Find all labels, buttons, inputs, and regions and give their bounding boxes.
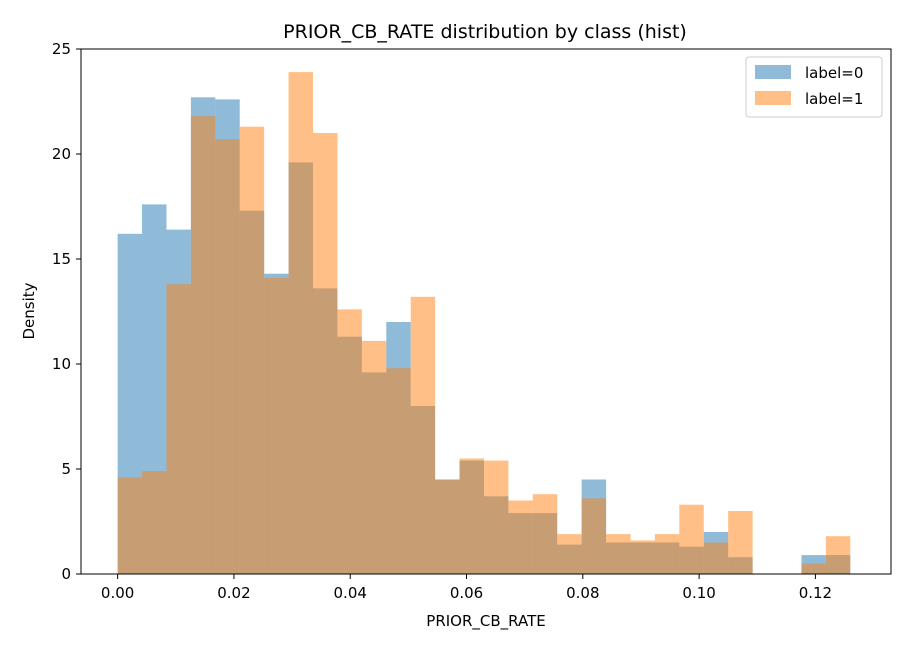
bar-label=1-18 xyxy=(557,534,582,574)
chart-title: PRIOR_CB_RATE distribution by class (his… xyxy=(283,21,687,43)
bar-label=1-5 xyxy=(239,126,265,574)
bar-label=1-19 xyxy=(581,498,607,574)
bar-label=1-16 xyxy=(508,500,533,574)
y-tick-label: 10 xyxy=(52,355,71,373)
bar-label=1-3 xyxy=(190,116,216,574)
legend-label: label=1 xyxy=(805,90,863,108)
bar-label=1-7 xyxy=(288,72,314,574)
y-tick-label: 0 xyxy=(61,565,71,583)
bar-label=1-17 xyxy=(532,494,558,574)
y-tick-label: 20 xyxy=(52,145,71,163)
bar-label=1-13 xyxy=(435,479,460,574)
bar-label=1-12 xyxy=(410,296,436,574)
x-tick-label: 0.06 xyxy=(450,584,483,602)
x-tick-label: 0.04 xyxy=(334,584,367,602)
bar-label=1-25 xyxy=(728,511,753,574)
legend-swatch xyxy=(755,91,791,105)
legend: label=0 label=1 xyxy=(745,56,883,118)
bar-label=1-29 xyxy=(825,536,851,574)
x-tick-label: 0.02 xyxy=(217,584,250,602)
bar-label=1-0 xyxy=(117,477,143,574)
x-tick-label: 0.08 xyxy=(566,584,599,602)
y-tick-label: 5 xyxy=(61,460,71,478)
bar-label=1-1 xyxy=(142,471,167,574)
plot-frame xyxy=(80,48,892,575)
bar-label=1-23 xyxy=(679,504,704,574)
bar-label=1-28 xyxy=(801,563,826,574)
x-tick-label: 0.00 xyxy=(101,584,134,602)
series-label=1 xyxy=(117,72,851,575)
x-tick-label: 0.12 xyxy=(799,584,832,602)
x-tick-label: 0.10 xyxy=(682,584,715,602)
bar-label=1-24 xyxy=(703,542,729,574)
y-axis-label: Density xyxy=(20,282,38,339)
bar-label=1-11 xyxy=(386,368,411,574)
bar-label=1-20 xyxy=(606,534,631,574)
y-tick-label: 15 xyxy=(52,250,71,268)
bar-label=1-8 xyxy=(313,133,338,574)
bar-label=1-15 xyxy=(483,460,509,574)
bar-label=1-9 xyxy=(337,309,362,574)
legend-label: label=0 xyxy=(805,64,863,82)
bar-label=1-2 xyxy=(166,284,191,574)
bar-label=1-6 xyxy=(264,277,289,574)
x-axis-label: PRIOR_CB_RATE xyxy=(426,612,545,631)
bar-label=1-21 xyxy=(630,540,655,574)
bar-label=1-4 xyxy=(215,139,240,575)
y-axis-ticks: 0 5 10 15 20 25 xyxy=(52,40,81,583)
legend-swatch xyxy=(755,65,791,79)
x-axis-ticks: 0.00 0.02 0.04 0.06 0.08 0.10 0.12 xyxy=(101,574,832,602)
y-tick-label: 25 xyxy=(52,40,71,58)
bar-label=1-10 xyxy=(361,340,387,574)
histogram-bars xyxy=(117,72,851,575)
bar-label=1-14 xyxy=(459,458,484,574)
bar-label=1-22 xyxy=(654,534,680,574)
